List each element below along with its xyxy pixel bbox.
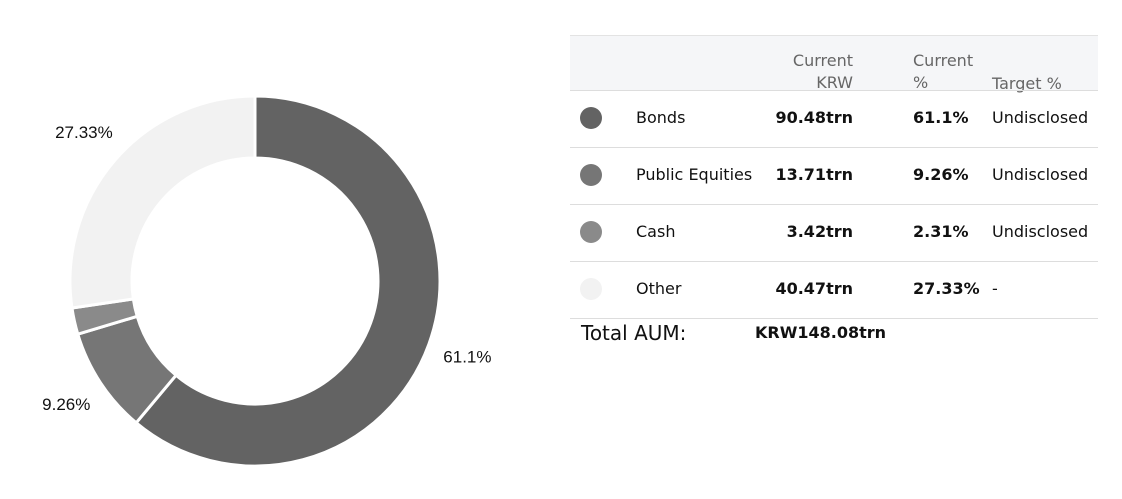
total-value: KRW148.08trn: [755, 323, 887, 342]
column-header: Target %: [992, 74, 1062, 93]
column-header: Current %: [913, 51, 974, 92]
legend-dot: [580, 278, 602, 300]
slice-label: 61.1%: [443, 348, 491, 367]
row-divider: [570, 204, 1098, 205]
slice-label: 9.26%: [42, 395, 90, 414]
asset-name: Public Equities: [636, 165, 753, 184]
current-pct: 2.31%: [913, 222, 969, 241]
target-pct: Undisclosed: [992, 165, 1089, 184]
asset-name: Bonds: [636, 108, 686, 127]
row-divider: [570, 147, 1098, 148]
asset-name: Other: [636, 279, 682, 298]
row-divider: [570, 90, 1098, 91]
current-krw: 13.71trn: [775, 165, 853, 184]
target-pct: Undisclosed: [992, 108, 1089, 127]
current-pct: 9.26%: [913, 165, 969, 184]
asset-name: Cash: [636, 222, 676, 241]
target-pct: -: [992, 279, 998, 298]
current-pct: 27.33%: [913, 279, 980, 298]
target-pct: Undisclosed: [992, 222, 1089, 241]
pie-slice: [68, 94, 257, 310]
current-krw: 3.42trn: [786, 222, 853, 241]
row-divider: [570, 261, 1098, 262]
legend-dot: [580, 107, 602, 129]
current-pct: 61.1%: [913, 108, 969, 127]
current-krw: 90.48trn: [775, 108, 853, 127]
total-label: Total AUM:: [581, 321, 687, 345]
column-header: Current KRW: [792, 51, 853, 92]
legend-dot: [580, 164, 602, 186]
pie-slice: [134, 94, 442, 468]
row-divider: [570, 318, 1098, 319]
donut-chart: 61.1% 9.26% 27.33%: [42, 94, 491, 468]
table-header-band: [570, 35, 1098, 91]
legend-dot: [580, 221, 602, 243]
slice-label: 27.33%: [55, 123, 113, 142]
current-krw: 40.47trn: [775, 279, 853, 298]
